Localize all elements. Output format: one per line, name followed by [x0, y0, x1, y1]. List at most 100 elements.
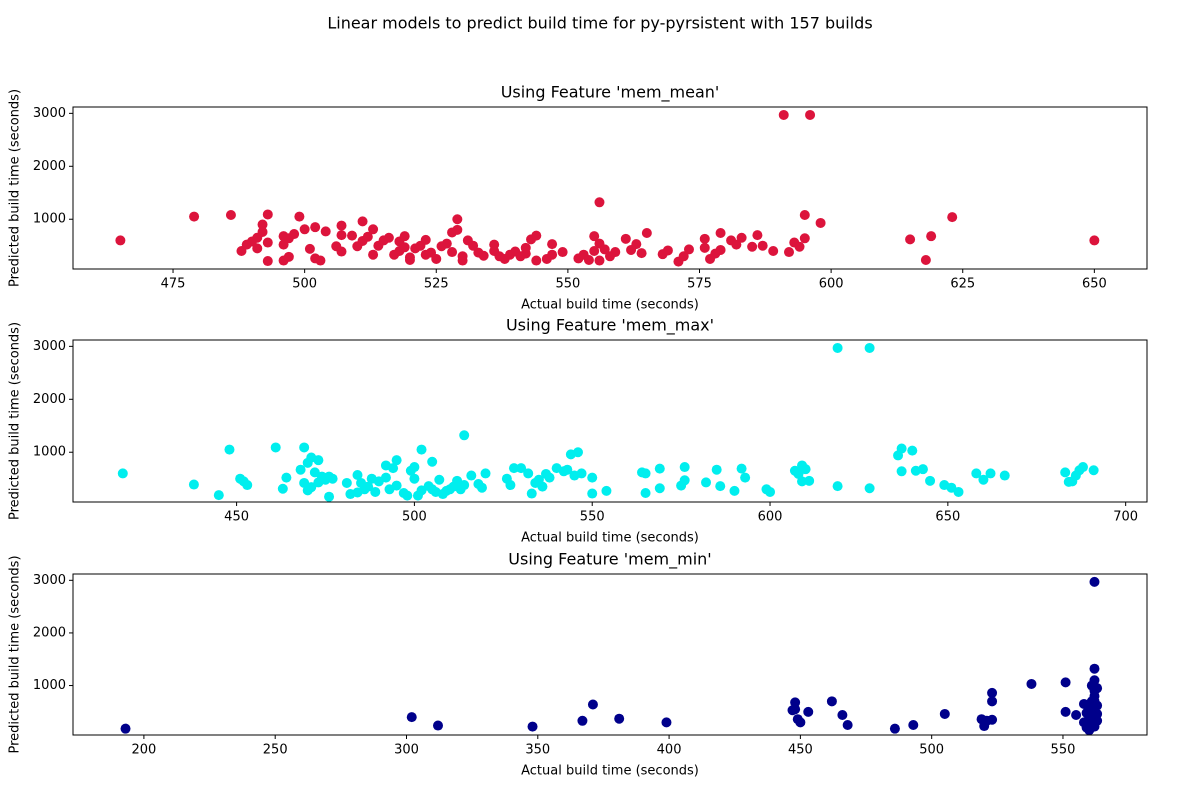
x-tick-label: 650	[935, 510, 960, 525]
point	[752, 230, 763, 241]
y-tick-label: 3000	[33, 573, 66, 588]
point	[262, 209, 273, 220]
point	[281, 472, 292, 483]
point	[434, 474, 445, 485]
point	[347, 230, 358, 241]
point	[406, 712, 417, 723]
point	[678, 251, 689, 262]
x-tick-label: 575	[687, 277, 712, 292]
point	[213, 490, 224, 501]
point	[920, 255, 931, 265]
x-tick-label: 250	[263, 743, 288, 758]
axes-frame	[72, 573, 1148, 736]
x-tick-label: 450	[788, 743, 813, 758]
point	[805, 109, 816, 120]
point	[1092, 683, 1103, 694]
point	[457, 255, 468, 266]
y-axis-label: Predicted build time (seconds)	[8, 555, 23, 753]
point	[478, 250, 489, 261]
point	[452, 224, 463, 235]
point	[987, 696, 998, 707]
point	[427, 456, 438, 467]
axes-frame	[72, 339, 1148, 503]
point	[299, 224, 310, 235]
point	[654, 483, 665, 494]
point	[790, 704, 801, 715]
point	[701, 477, 712, 488]
point	[299, 442, 310, 453]
point	[576, 468, 587, 479]
point	[1071, 710, 1082, 721]
point	[188, 479, 199, 490]
y-tick-label: 1000	[33, 445, 66, 460]
point	[431, 253, 442, 264]
point	[926, 231, 937, 242]
point	[1084, 717, 1095, 728]
point	[404, 255, 415, 265]
point	[799, 233, 810, 244]
axes-frame	[72, 106, 1148, 270]
point	[399, 231, 410, 242]
point	[283, 251, 294, 262]
point	[452, 214, 463, 225]
point	[447, 247, 458, 258]
point	[654, 463, 665, 474]
point	[270, 442, 281, 453]
point	[971, 468, 982, 479]
figure-title: Linear models to predict build time for …	[327, 14, 872, 33]
point	[736, 463, 747, 474]
point	[679, 475, 690, 486]
point	[420, 234, 431, 245]
point	[999, 470, 1010, 481]
point	[380, 472, 391, 483]
axes-title: Using Feature 'mem_max'	[506, 316, 714, 336]
x-axis-label: Actual build time (seconds)	[521, 531, 699, 546]
point	[324, 491, 335, 502]
point	[225, 210, 236, 220]
point	[368, 249, 379, 260]
x-tick-label: 550	[555, 277, 580, 292]
point	[765, 486, 776, 497]
point	[531, 230, 542, 241]
point	[599, 244, 610, 255]
point	[953, 486, 964, 497]
x-tick-label: 500	[402, 510, 427, 525]
x-tick-label: 200	[131, 743, 156, 758]
point	[587, 699, 598, 710]
point	[908, 720, 919, 731]
point	[803, 706, 814, 717]
point	[336, 230, 347, 241]
point	[794, 241, 805, 252]
point	[842, 720, 853, 731]
point	[459, 480, 470, 491]
point	[715, 244, 726, 255]
point	[729, 485, 740, 496]
point	[731, 239, 742, 250]
point	[826, 696, 837, 707]
point	[304, 243, 315, 254]
y-axis-label: Predicted build time (seconds)	[8, 322, 23, 520]
point	[399, 242, 410, 253]
y-tick-label: 2000	[33, 159, 66, 174]
x-tick-label: 500	[919, 743, 944, 758]
point	[252, 243, 263, 254]
point	[662, 245, 673, 256]
point	[577, 715, 588, 726]
point	[516, 463, 527, 474]
point	[939, 708, 950, 719]
axes-title: Using Feature 'mem_min'	[508, 550, 711, 570]
point	[383, 232, 394, 243]
point	[370, 486, 381, 497]
point	[587, 488, 598, 499]
point	[416, 444, 427, 455]
point	[790, 697, 801, 708]
point	[601, 485, 612, 496]
point	[572, 447, 583, 458]
point	[257, 219, 268, 230]
point	[740, 472, 751, 483]
x-tick-label: 450	[224, 510, 249, 525]
point	[864, 483, 875, 494]
point	[409, 473, 420, 484]
point	[864, 342, 875, 353]
point	[505, 480, 516, 491]
